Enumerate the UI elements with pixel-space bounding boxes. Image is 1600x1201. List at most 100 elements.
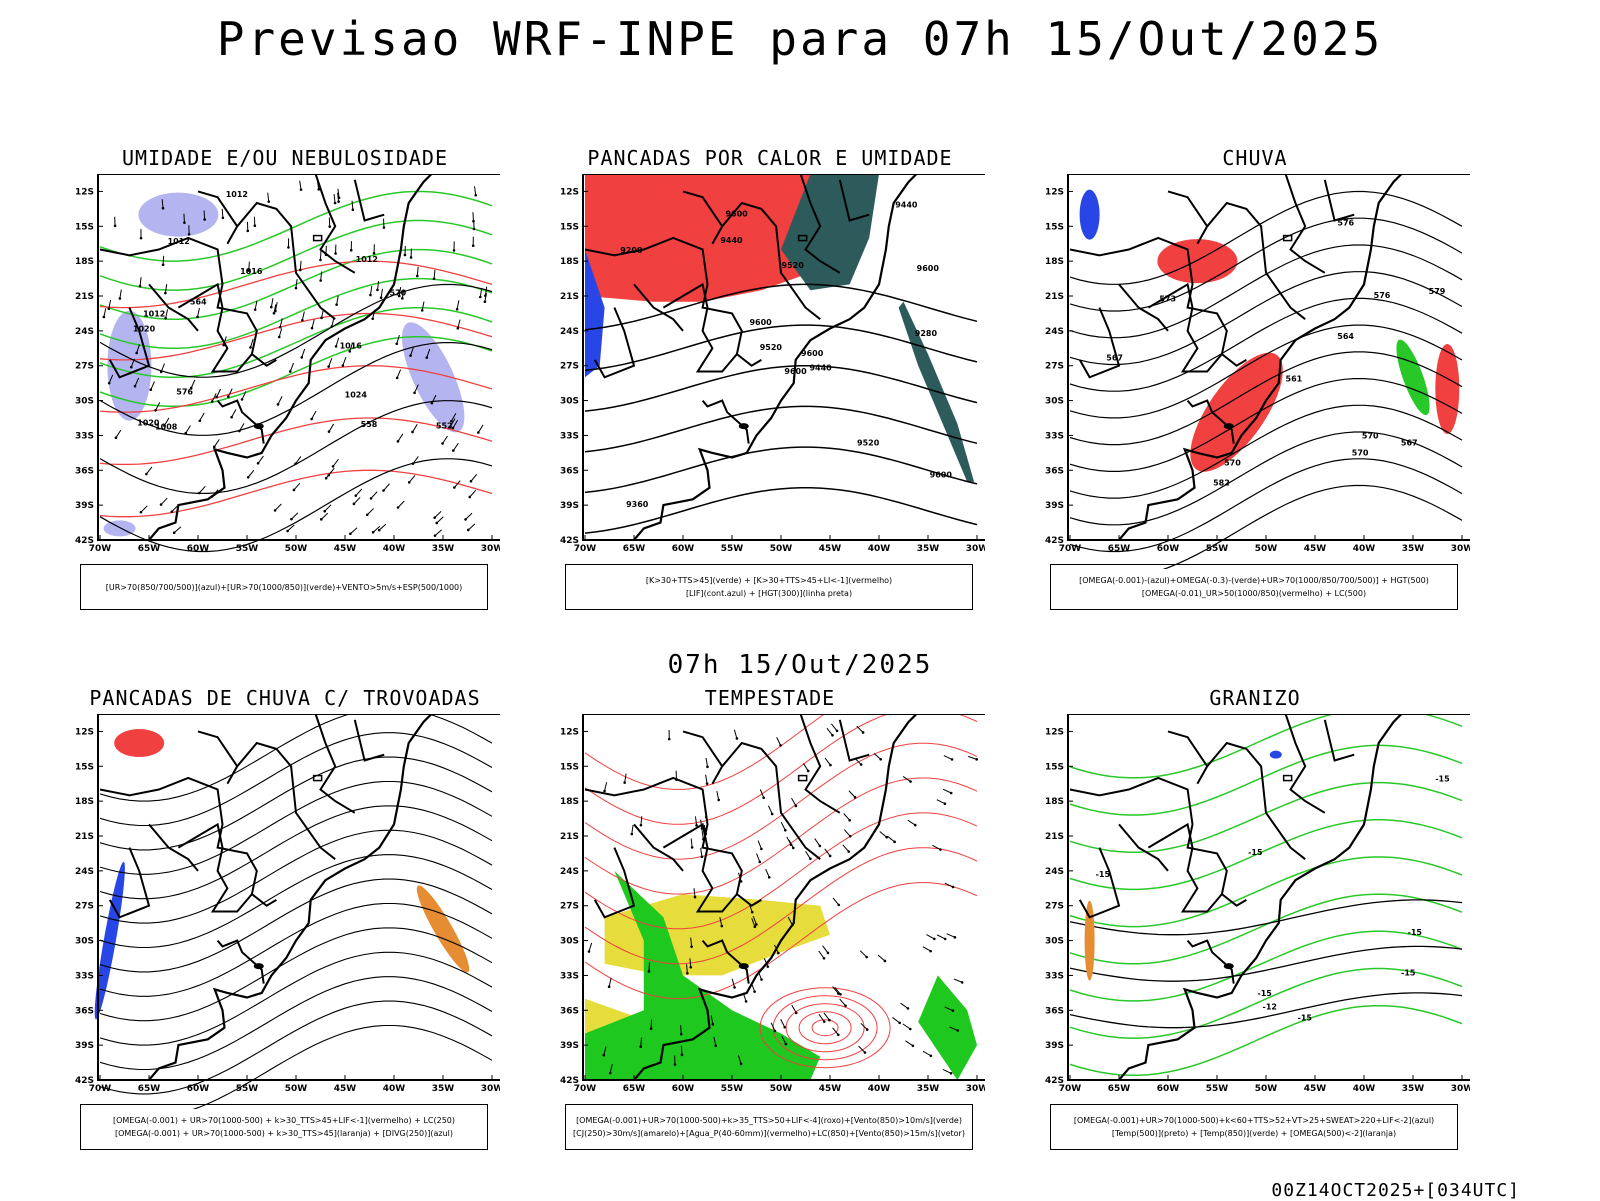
- caption-line: [OMEGA(-0.001) + UR>70(1000-500) + k>30_…: [81, 1127, 487, 1140]
- arrow-head: [650, 1027, 653, 1030]
- arrow-head: [720, 925, 723, 928]
- arrow-head: [139, 285, 142, 288]
- wind-arrow: [860, 951, 866, 957]
- arrow-head: [397, 506, 400, 509]
- contour-label: 567: [1106, 353, 1123, 362]
- wind-arrow: [947, 934, 955, 938]
- wind-arrow: [943, 789, 951, 793]
- border-line: [149, 284, 198, 331]
- arrow-head: [294, 462, 297, 465]
- lon-label: 70W: [89, 544, 112, 554]
- arrow-head: [648, 970, 651, 973]
- contour-label: 9600: [930, 470, 953, 479]
- arrow-head: [287, 246, 290, 249]
- arrow-head: [334, 252, 337, 255]
- lon-label: 65W: [138, 1084, 161, 1094]
- arrow-head: [372, 531, 375, 534]
- arrow-head: [464, 518, 467, 521]
- rain-red-area: [1157, 239, 1237, 283]
- arrow-head: [706, 782, 709, 785]
- arrow-head: [140, 511, 143, 514]
- arrow-head: [866, 1028, 869, 1031]
- arrow-head: [211, 400, 214, 403]
- wind-arrow: [874, 753, 881, 759]
- wind-arrow: [312, 319, 314, 328]
- wind-arrow: [681, 1025, 682, 1034]
- border-line: [683, 731, 722, 783]
- panel-title: PANCADAS POR CALOR E UMIDADE: [555, 146, 985, 170]
- lon-label: 35W: [1402, 544, 1425, 554]
- lon-label: 40W: [1353, 544, 1376, 554]
- arrow-head: [777, 952, 780, 955]
- wind-arrow: [248, 470, 254, 477]
- arrow-head: [854, 796, 857, 799]
- arrow-head: [774, 1030, 777, 1033]
- wind-arrow: [163, 256, 164, 265]
- arrow-head: [332, 465, 335, 468]
- wind-arrow: [734, 730, 736, 739]
- contour-label: 552: [436, 422, 453, 431]
- arrow-head: [467, 529, 470, 532]
- wind-arrow: [844, 814, 850, 821]
- wind-arrow: [888, 836, 895, 842]
- arrow-head: [135, 352, 138, 355]
- arrow-head: [950, 792, 953, 795]
- arrow-head: [433, 516, 436, 519]
- arrow-head: [249, 346, 252, 349]
- wind-arrow: [701, 848, 702, 857]
- wind-arrow: [329, 358, 332, 366]
- contour-label: 1024: [345, 391, 368, 400]
- lon-label: 35W: [1402, 1084, 1425, 1094]
- arrow-head: [470, 480, 473, 483]
- hail-blue-area: [1270, 751, 1282, 759]
- lat-label: 39S: [1045, 501, 1064, 511]
- arrow-head: [706, 766, 709, 769]
- wind-arrow: [186, 425, 191, 433]
- arrow-head: [337, 200, 340, 203]
- contour-line: [585, 488, 977, 533]
- arrow-head: [349, 532, 352, 535]
- wind-arrow: [302, 311, 304, 320]
- lon-label: 70W: [574, 544, 597, 554]
- wind-arrow: [104, 308, 106, 317]
- contour-label: -15: [1408, 928, 1423, 937]
- wind-arrow: [321, 513, 327, 519]
- lat-label: 33S: [560, 971, 579, 981]
- arrow-head: [468, 496, 471, 499]
- arrow-head: [162, 207, 165, 210]
- lat-label: 18S: [1045, 257, 1064, 267]
- arrow-head: [325, 477, 328, 480]
- arrow-head: [380, 296, 383, 299]
- caption-line: [CJ(250)>30m/s](amarelo)+[Agua_P(40-60mm…: [566, 1127, 972, 1140]
- contour-lines: [585, 284, 977, 533]
- arrow-head: [145, 473, 148, 476]
- legend-caption: [UR>70(850/700/500)](azul)+[UR>70(1000/8…: [80, 564, 488, 610]
- wind-arrow: [470, 490, 476, 497]
- lon-label: 45W: [1304, 544, 1327, 554]
- wind-arrow: [435, 530, 442, 536]
- arrow-head: [160, 503, 163, 506]
- contour-label: -15: [1435, 775, 1450, 784]
- lon-label: 50W: [1255, 544, 1278, 554]
- arrow-head: [376, 289, 379, 292]
- arrow-head: [369, 294, 372, 297]
- map-chuva: 58257657057657357056756456157056757912S1…: [1040, 174, 1470, 569]
- wind-arrow: [354, 497, 360, 504]
- lon-label: 50W: [285, 1084, 308, 1094]
- wind-arrow: [791, 798, 795, 806]
- wind-arrow: [422, 302, 424, 311]
- caption-line: [OMEGA(-0.01)_UR>50(1000/850)(vermelho) …: [1051, 587, 1457, 600]
- arrow-head: [396, 377, 399, 380]
- lat-label: 18S: [75, 797, 94, 807]
- contour-line: [100, 782, 492, 875]
- arrow-head: [301, 319, 304, 322]
- wind-arrow: [443, 436, 448, 444]
- wind-arrow: [258, 456, 263, 463]
- wind-arrow: [844, 830, 850, 837]
- rain-blue-area: [1080, 190, 1100, 240]
